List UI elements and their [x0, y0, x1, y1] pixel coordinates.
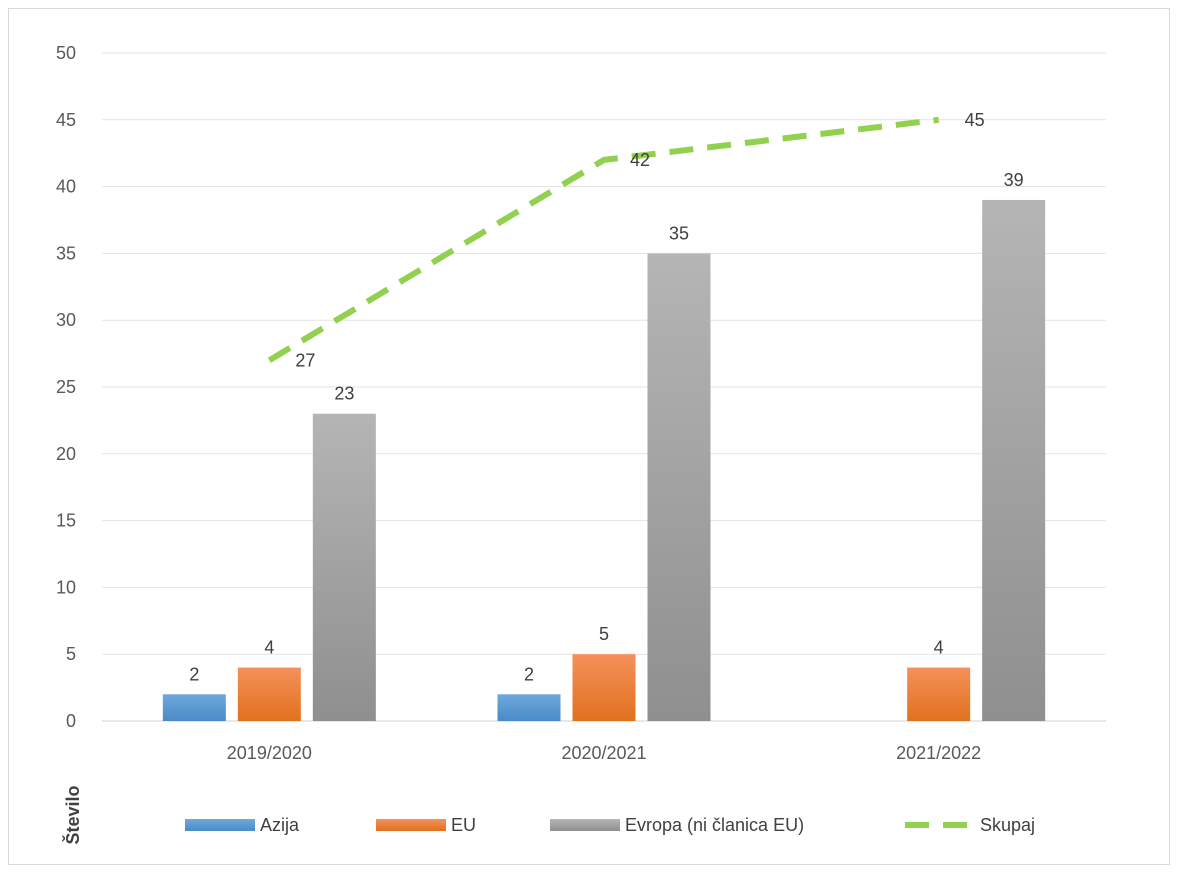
bar-evropa-ni-lanica-eu-: [982, 199, 1046, 721]
legend-label: Azija: [260, 815, 300, 835]
bar-eu: [237, 667, 301, 721]
bar-value-label: 4: [934, 638, 944, 658]
line-value-label: 42: [630, 150, 650, 170]
legend-swatch: [550, 819, 620, 831]
bar-value-label: 39: [1004, 170, 1024, 190]
line-value-label: 45: [965, 110, 985, 130]
legend-label: Skupaj: [980, 815, 1035, 835]
line-value-label: 27: [295, 350, 315, 370]
bar-value-label: 2: [524, 664, 534, 684]
skupaj-line: [267, 116, 940, 363]
bar-value-label: 2: [189, 664, 199, 684]
bar-value-label: 23: [334, 384, 354, 404]
bar-eu: [907, 667, 971, 721]
y-tick-label: 40: [56, 177, 76, 197]
y-tick-label: 35: [56, 243, 76, 263]
legend-label: Evropa (ni članica EU): [625, 815, 804, 835]
gridlines: [102, 52, 1106, 722]
y-tick-label: 0: [66, 711, 76, 731]
y-axis-title: Število: [62, 785, 83, 844]
x-tick-label: 2020/2021: [561, 743, 646, 763]
bar-value-label: 4: [264, 638, 274, 658]
y-tick-label: 50: [56, 43, 76, 63]
legend-swatch: [376, 819, 446, 831]
bar-value-label: 35: [669, 223, 689, 243]
bar-value-label: 5: [599, 624, 609, 644]
legend: Azija EU Evropa (ni članica EU) Skupaj: [185, 815, 1035, 835]
y-tick-labels: 0 5 10 15 20 25 30 35 40 45 50: [56, 43, 76, 731]
bar-evropa-ni-lanica-eu-: [312, 413, 376, 721]
x-tick-labels: 2019/2020 2020/2021 2021/2022: [227, 743, 981, 763]
y-tick-label: 20: [56, 444, 76, 464]
total-line: [267, 116, 940, 363]
x-tick-label: 2019/2020: [227, 743, 312, 763]
y-tick-label: 45: [56, 110, 76, 130]
bar-azija: [162, 694, 226, 721]
y-tick-label: 30: [56, 310, 76, 330]
bars: [162, 199, 1046, 721]
chart-frame: [8, 8, 1170, 865]
x-tick-label: 2021/2022: [896, 743, 981, 763]
y-tick-label: 15: [56, 511, 76, 531]
bar-azija: [497, 694, 561, 721]
bar-eu: [572, 654, 636, 721]
legend-label: EU: [451, 815, 476, 835]
y-tick-label: 10: [56, 577, 76, 597]
y-tick-label: 5: [66, 644, 76, 664]
legend-swatch: [185, 819, 255, 831]
y-tick-label: 25: [56, 377, 76, 397]
bar-evropa-ni-lanica-eu-: [647, 253, 711, 721]
